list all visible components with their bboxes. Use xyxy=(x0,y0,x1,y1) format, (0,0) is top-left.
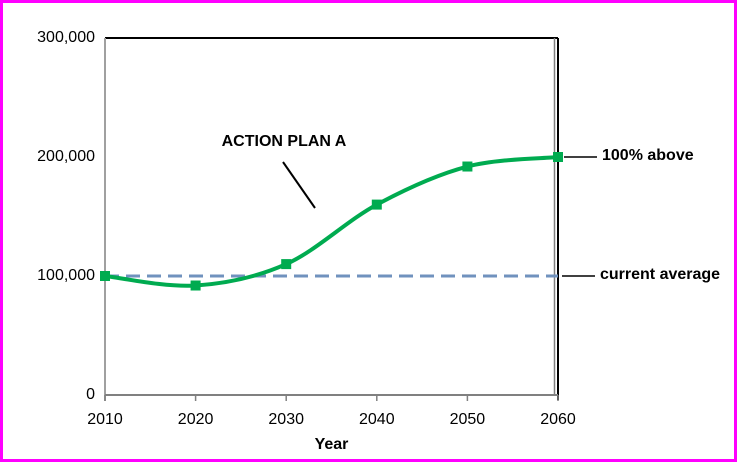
x-tick-label: 2050 xyxy=(449,411,486,428)
x-axis-title: Year xyxy=(314,436,349,453)
x-tick-label: 2040 xyxy=(359,411,395,428)
leader-line-action-plan xyxy=(282,161,316,209)
series-marker xyxy=(371,199,382,210)
annotation-action-plan-a: ACTION PLAN A xyxy=(221,133,347,150)
x-tick-label: 2060 xyxy=(540,411,576,428)
series-marker xyxy=(100,271,110,281)
annotation-current-average: current average xyxy=(600,266,721,283)
y-tick-label: 100,000 xyxy=(37,267,95,284)
x-tick-label: 2030 xyxy=(268,411,304,428)
x-tick-label: 2020 xyxy=(177,411,214,428)
series-line-action-plan-a xyxy=(103,155,560,288)
annotation-100-percent-above: 100% above xyxy=(602,147,694,164)
series-marker xyxy=(190,280,201,291)
series-marker xyxy=(462,161,473,172)
series-marker xyxy=(553,152,563,162)
series-marker xyxy=(281,259,292,270)
y-tick-label: 200,000 xyxy=(37,148,95,165)
y-tick-label: 300,000 xyxy=(37,29,95,46)
x-tick-label: 2010 xyxy=(87,411,123,428)
y-tick-label: 0 xyxy=(86,386,95,403)
